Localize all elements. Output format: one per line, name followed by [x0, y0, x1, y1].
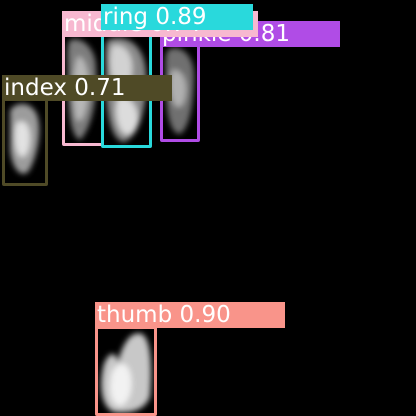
index-finger-silhouette	[10, 103, 40, 174]
ring-label: ring 0.89	[101, 4, 253, 30]
ring-score: 0.89	[155, 4, 207, 30]
thumb-label: thumb 0.90	[95, 302, 285, 328]
index-class-label: index	[4, 75, 67, 101]
pinkie-finger-silhouette	[165, 48, 194, 134]
index-score: 0.71	[74, 75, 126, 101]
index-bounding-box	[2, 98, 48, 186]
index-label: index 0.71	[2, 75, 172, 101]
ring-class-label: ring	[103, 4, 149, 30]
thumb-bounding-box	[95, 326, 157, 416]
thumb-score: 0.90	[179, 302, 231, 328]
thumb-class-label: thumb	[97, 302, 173, 328]
thumb-silhouette	[101, 333, 152, 413]
